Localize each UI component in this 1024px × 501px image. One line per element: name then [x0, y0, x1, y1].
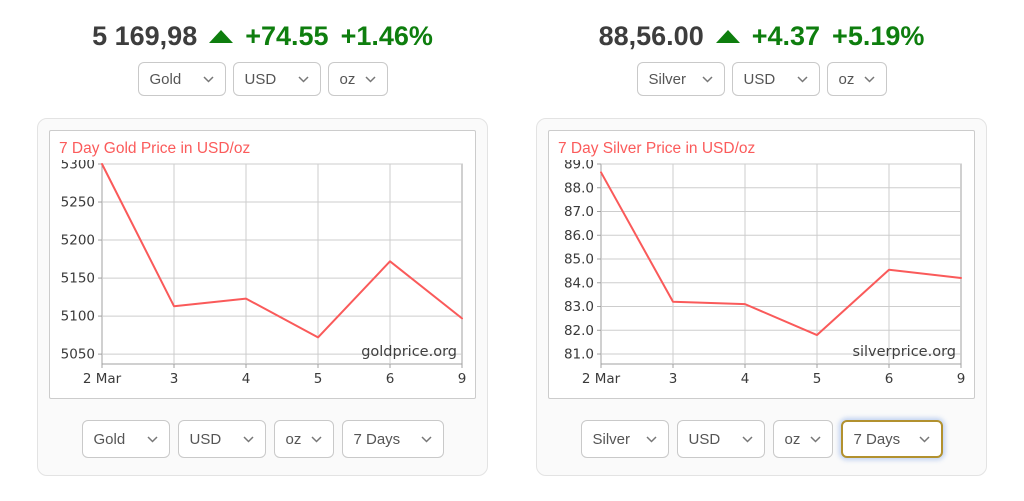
silver-unit-select-top-value: oz: [838, 70, 855, 88]
gold-currency-select-bottom[interactable]: USD: [177, 420, 266, 458]
silver-change-percent: +5.19%: [832, 20, 925, 51]
svg-text:5100: 5100: [61, 309, 95, 325]
silver-currency-select-bottom[interactable]: USD: [676, 420, 765, 458]
gold-top-select-row: Gold USD oz: [37, 62, 488, 96]
svg-text:silverprice.org: silverprice.org: [852, 344, 956, 360]
silver-change-absolute: +4.37: [751, 20, 821, 51]
gold-metal-select-bottom[interactable]: Gold: [81, 420, 170, 458]
chevron-down-icon: [796, 75, 808, 83]
svg-text:5200: 5200: [61, 233, 95, 249]
silver-metal-select-top-value: Silver: [648, 70, 687, 88]
gold-price-row: 5 169,98 +74.55 +1.46%: [37, 18, 488, 54]
gold-change-absolute: +74.55: [245, 20, 329, 51]
svg-text:89.0: 89.0: [564, 160, 594, 173]
gold-widget: 5 169,98 +74.55 +1.46% Gold USD oz: [37, 18, 488, 476]
silver-period-select-value: 7 Days: [853, 430, 901, 448]
silver-widget: 88,56.00 +4.37 +5.19% Silver USD oz: [536, 18, 987, 476]
chevron-down-icon: [364, 75, 376, 83]
svg-text:85.0: 85.0: [564, 252, 594, 268]
chevron-down-icon: [741, 435, 753, 443]
svg-text:82.0: 82.0: [564, 323, 594, 339]
chevron-down-icon: [809, 435, 821, 443]
gold-period-select[interactable]: 7 Days: [341, 420, 444, 458]
svg-text:5250: 5250: [61, 195, 95, 211]
gold-change-percent: +1.46%: [340, 20, 433, 51]
gold-metal-select-bottom-value: Gold: [93, 430, 126, 448]
svg-text:86.0: 86.0: [564, 228, 594, 244]
gold-unit-select-top-value: oz: [339, 70, 356, 88]
page-content: 5 169,98 +74.55 +1.46% Gold USD oz: [37, 18, 987, 476]
svg-text:3: 3: [170, 371, 179, 387]
svg-text:3: 3: [669, 371, 678, 387]
svg-text:4: 4: [242, 371, 251, 387]
silver-metal-select-top[interactable]: Silver: [636, 62, 725, 96]
gold-period-select-value: 7 Days: [353, 430, 401, 448]
silver-currency-select-bottom-value: USD: [688, 430, 721, 448]
svg-text:5300: 5300: [61, 160, 95, 173]
svg-text:84.0: 84.0: [564, 275, 594, 291]
gold-chart-title: 7 Day Gold Price in USD/oz: [59, 140, 251, 157]
gold-current-price: 5 169,98: [92, 20, 198, 51]
svg-text:81.0: 81.0: [564, 347, 594, 363]
chevron-down-icon: [701, 75, 713, 83]
gold-currency-select-top-value: USD: [244, 70, 277, 88]
gold-metal-select-top-value: Gold: [149, 70, 182, 88]
svg-text:4: 4: [741, 371, 750, 387]
svg-text:9: 9: [957, 371, 966, 387]
svg-text:88.0: 88.0: [564, 180, 594, 196]
silver-chart-card: 7 Day Silver Price in USD/oz 89.0 88.0 87.…: [548, 130, 975, 399]
silver-unit-select-bottom[interactable]: oz: [772, 420, 833, 458]
chevron-down-icon: [863, 75, 875, 83]
silver-unit-select-bottom-value: oz: [784, 430, 801, 448]
silver-period-select[interactable]: 7 Days: [840, 420, 943, 458]
silver-chart: 89.0 88.0 87.0 86.0 85.0 84.0 83.0 82.0 81.0 2 Ma…: [564, 160, 966, 387]
silver-up-triangle-icon: [715, 29, 740, 43]
chevron-down-icon: [420, 435, 432, 443]
chevron-down-icon: [146, 435, 158, 443]
svg-text:5: 5: [813, 371, 822, 387]
gold-currency-select-top[interactable]: USD: [232, 62, 321, 96]
silver-chart-title: 7 Day Silver Price in USD/oz: [558, 140, 756, 157]
svg-text:5150: 5150: [61, 271, 95, 287]
chevron-down-icon: [297, 75, 309, 83]
svg-text:goldprice.org: goldprice.org: [361, 344, 457, 360]
chevron-down-icon: [202, 75, 214, 83]
silver-metal-select-bottom[interactable]: Silver: [580, 420, 669, 458]
gold-bottom-select-row: Gold USD oz: [49, 420, 476, 458]
silver-top-select-row: Silver USD oz: [536, 62, 987, 96]
silver-currency-select-top[interactable]: USD: [731, 62, 820, 96]
gold-up-triangle-icon: [209, 29, 234, 43]
gold-currency-select-bottom-value: USD: [189, 430, 222, 448]
svg-text:5050: 5050: [61, 347, 95, 363]
svg-text:2 Mar: 2 Mar: [83, 371, 122, 387]
chevron-down-icon: [645, 435, 657, 443]
gold-chart: 5300 5250 5200 5150 5100 5050 2 Mar 3 4 5 6 9goldpr…: [61, 160, 467, 387]
silver-currency-select-top-value: USD: [743, 70, 776, 88]
chevron-down-icon: [918, 435, 930, 443]
gold-unit-select-top[interactable]: oz: [327, 62, 388, 96]
svg-text:6: 6: [885, 371, 894, 387]
silver-chart-panel: 7 Day Silver Price in USD/oz 89.0 88.0 87.…: [536, 118, 987, 476]
silver-current-price: 88,56.00: [598, 20, 704, 51]
silver-bottom-select-row: Silver USD oz: [548, 420, 975, 458]
gold-unit-select-bottom[interactable]: oz: [273, 420, 334, 458]
gold-unit-select-bottom-value: oz: [285, 430, 302, 448]
svg-text:6: 6: [386, 371, 395, 387]
gold-chart-panel: 7 Day Gold Price in USD/oz 5300 5250 5200 5…: [37, 118, 488, 476]
svg-text:5: 5: [314, 371, 323, 387]
svg-text:83.0: 83.0: [564, 299, 594, 315]
svg-text:9: 9: [458, 371, 467, 387]
silver-unit-select-top[interactable]: oz: [826, 62, 887, 96]
silver-price-row: 88,56.00 +4.37 +5.19%: [536, 18, 987, 54]
silver-metal-select-bottom-value: Silver: [592, 430, 631, 448]
chevron-down-icon: [310, 435, 322, 443]
chevron-down-icon: [242, 435, 254, 443]
svg-text:87.0: 87.0: [564, 204, 594, 220]
gold-metal-select-top[interactable]: Gold: [137, 62, 226, 96]
svg-text:2 Mar: 2 Mar: [582, 371, 621, 387]
gold-chart-card: 7 Day Gold Price in USD/oz 5300 5250 5200 5…: [49, 130, 476, 399]
